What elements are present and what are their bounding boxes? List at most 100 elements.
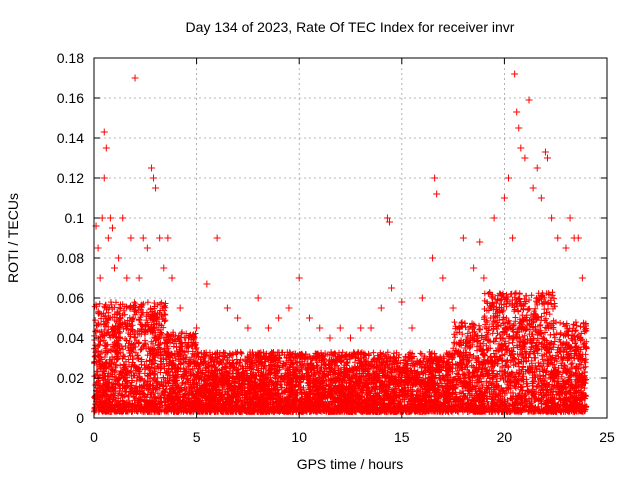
data-point [566, 214, 574, 222]
data-point [100, 128, 108, 136]
y-tick-label: 0.14 [57, 130, 84, 146]
x-tick-label: 25 [599, 429, 615, 445]
data-point [429, 364, 437, 372]
x-tick-label: 20 [497, 429, 513, 445]
data-point [111, 264, 119, 272]
data-point [449, 304, 457, 312]
point-cloud-path [91, 289, 590, 415]
data-point [121, 374, 129, 382]
data-point [104, 234, 112, 242]
y-tick-label: 0.06 [57, 290, 84, 306]
data-point [554, 234, 562, 242]
data-point [515, 124, 523, 132]
data-point [96, 274, 104, 282]
data-point [203, 280, 211, 288]
data-point [439, 274, 447, 282]
data-point [357, 324, 365, 332]
y-tick-labels: 0 0.02 0.04 0.06 0.08 0.1 0.12 0.14 0.16 0.18 [57, 50, 84, 426]
data-point [476, 238, 484, 246]
data-point [490, 214, 498, 222]
data-point [347, 334, 354, 342]
data-point [135, 274, 143, 282]
data-point [418, 294, 426, 302]
x-tick-label: 5 [193, 429, 201, 445]
data-point [367, 324, 375, 332]
data-point [254, 294, 262, 302]
data-point [543, 154, 551, 162]
data-point [168, 274, 176, 282]
data-point [582, 344, 590, 352]
data-point [133, 354, 141, 362]
data-point [147, 164, 155, 172]
data-point [150, 174, 158, 182]
data-point [336, 324, 344, 332]
data-point [152, 184, 160, 192]
data-point [500, 194, 508, 202]
data-point [509, 234, 517, 242]
data-point [463, 354, 471, 362]
data-point [213, 234, 221, 242]
data-point [525, 96, 533, 104]
data-point [100, 174, 108, 182]
data-point [197, 384, 205, 392]
data-point [217, 374, 225, 382]
data-point [496, 344, 504, 352]
data-point [291, 374, 299, 382]
data-point [470, 264, 478, 272]
data-point [521, 154, 529, 162]
data-point [297, 364, 305, 372]
y-tick-label: 0.18 [57, 50, 84, 66]
data-point [113, 354, 121, 362]
x-tick-labels: 0 5 10 15 20 25 [90, 429, 615, 445]
data-point [184, 334, 192, 342]
x-axis-title: GPS time / hours [297, 456, 404, 472]
x-tick-label: 10 [291, 429, 307, 445]
data-point [285, 304, 293, 312]
x-tick-label: 15 [394, 429, 410, 445]
data-point [433, 190, 441, 198]
data-point [388, 284, 396, 292]
y-axis-title: ROTI / TECUs [5, 193, 21, 283]
data-point [548, 214, 556, 222]
data-point [344, 384, 352, 392]
data-point [154, 374, 162, 382]
y-tick-label: 0.16 [57, 90, 84, 106]
chart-title: Day 134 of 2023, Rate Of TEC Index for r… [186, 19, 515, 35]
y-tick-label: 0.12 [57, 170, 84, 186]
data-point [513, 334, 521, 342]
data-point [533, 164, 541, 172]
data-point [541, 148, 549, 156]
data-point [102, 144, 110, 152]
axis-ticks [93, 57, 608, 419]
data-point [305, 314, 313, 322]
data-point [578, 274, 586, 282]
data-point [564, 354, 572, 362]
data-point [531, 354, 539, 362]
data-point [193, 324, 201, 332]
data-point [562, 244, 570, 252]
data-point [108, 224, 116, 232]
data-point [162, 354, 170, 362]
data-point [511, 70, 519, 78]
data-point [574, 234, 582, 242]
data-point [250, 384, 258, 392]
data-point [127, 234, 135, 242]
data-point [94, 244, 102, 252]
data-point [505, 174, 513, 182]
data-point [517, 144, 525, 152]
data-point [377, 304, 385, 312]
data-point [172, 364, 180, 372]
data-point [398, 298, 406, 306]
data-point [546, 344, 554, 352]
y-tick-label: 0.1 [65, 210, 85, 226]
data-point [264, 324, 272, 332]
data-point [383, 214, 391, 222]
data-point [119, 214, 127, 222]
data-point [139, 234, 147, 242]
data-point [234, 314, 242, 322]
data-point [164, 234, 172, 242]
data-point [316, 324, 324, 332]
data-point [123, 274, 131, 282]
data-point [529, 184, 537, 192]
